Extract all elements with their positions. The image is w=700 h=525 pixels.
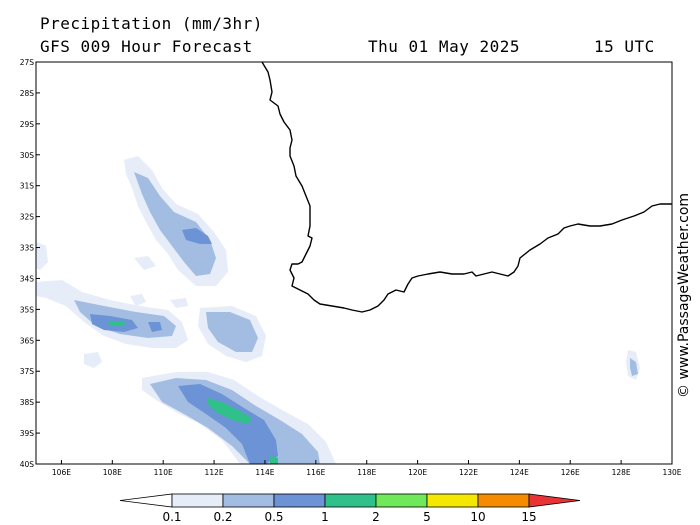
lon-label: 128E [612,468,631,477]
lat-label: 33S [20,244,35,253]
lat-label: 34S [20,274,35,283]
lat-label: 36S [20,336,35,345]
legend-label: 0.2 [213,510,232,524]
lon-label: 112E [205,468,224,477]
precip-light-small-cell [84,352,102,368]
lon-label: 124E [510,468,529,477]
map-frame [35,61,673,465]
legend-arrow-high [528,493,581,508]
legend-swatch [273,493,326,508]
lon-label: 116E [306,468,325,477]
lon-label: 106E [52,468,71,477]
lat-label: 29S [20,120,35,129]
legend-label: 0.5 [264,510,283,524]
legend-swatch [375,493,428,508]
lon-label: 130E [662,468,681,477]
precip-heavy-northwest-cell [182,228,212,244]
precip-light-patch-c [134,256,156,270]
lat-label: 32S [20,213,35,222]
legend-label: 15 [521,510,536,524]
legend-swatch [426,493,479,508]
precip-light-patch-b [170,298,188,308]
forecast-date: Thu 01 May 2025 [368,37,520,56]
precip-heavy-central-dot [148,322,162,332]
forecast-subtitle: GFS 009 Hour Forecast [40,37,253,56]
legend-label: 0.1 [162,510,181,524]
lat-label: 35S [20,305,35,314]
lon-label: 114E [255,468,274,477]
precipitation-areas [36,156,640,464]
precipitation-map: 27S 28S 29S 30S 31S 32S 33S 34S 35S 36S 37S 38S 39S 4… [20,58,682,477]
lat-label: 31S [20,182,35,191]
legend-arrow-low [119,493,173,508]
lat-label: 27S [20,58,35,67]
precip-intense-south-cell [208,398,252,424]
legend-label: 5 [423,510,431,524]
lon-label: 110E [154,468,173,477]
legend-swatch [477,493,530,508]
precip-intense-south-dot [270,456,278,464]
legend-label: 2 [372,510,380,524]
lat-label: 40S [20,460,35,469]
lon-label: 118E [357,468,376,477]
legend-label: 1 [321,510,329,524]
lat-label: 28S [20,89,35,98]
coastline [261,61,672,313]
lat-label: 39S [20,429,35,438]
precip-heavy-south-band [178,384,278,464]
map-title: Precipitation (mm/3hr) [40,14,263,33]
lon-label: 108E [103,468,122,477]
precip-intense-central-streak [108,321,126,326]
legend-label: 10 [470,510,485,524]
legend-swatch [324,493,377,508]
forecast-time: 15 UTC [594,37,655,56]
lat-label: 37S [20,367,35,376]
precip-mid-east-cell [630,358,638,376]
legend-swatch [171,493,224,508]
precip-light-west-edge [36,242,48,270]
lat-label: 30S [20,151,35,160]
lon-label: 126E [561,468,580,477]
lon-label: 122E [459,468,478,477]
legend-swatch [222,493,275,508]
lat-label: 38S [20,398,35,407]
precip-mid-northwest-band [134,172,216,276]
map-ticks: 27S 28S 29S 30S 31S 32S 33S 34S 35S 36S 37S 38S 39S 4… [20,58,682,477]
precip-light-patch-a [130,294,146,306]
lon-label: 120E [408,468,427,477]
precip-mid-cell-east [206,312,258,352]
